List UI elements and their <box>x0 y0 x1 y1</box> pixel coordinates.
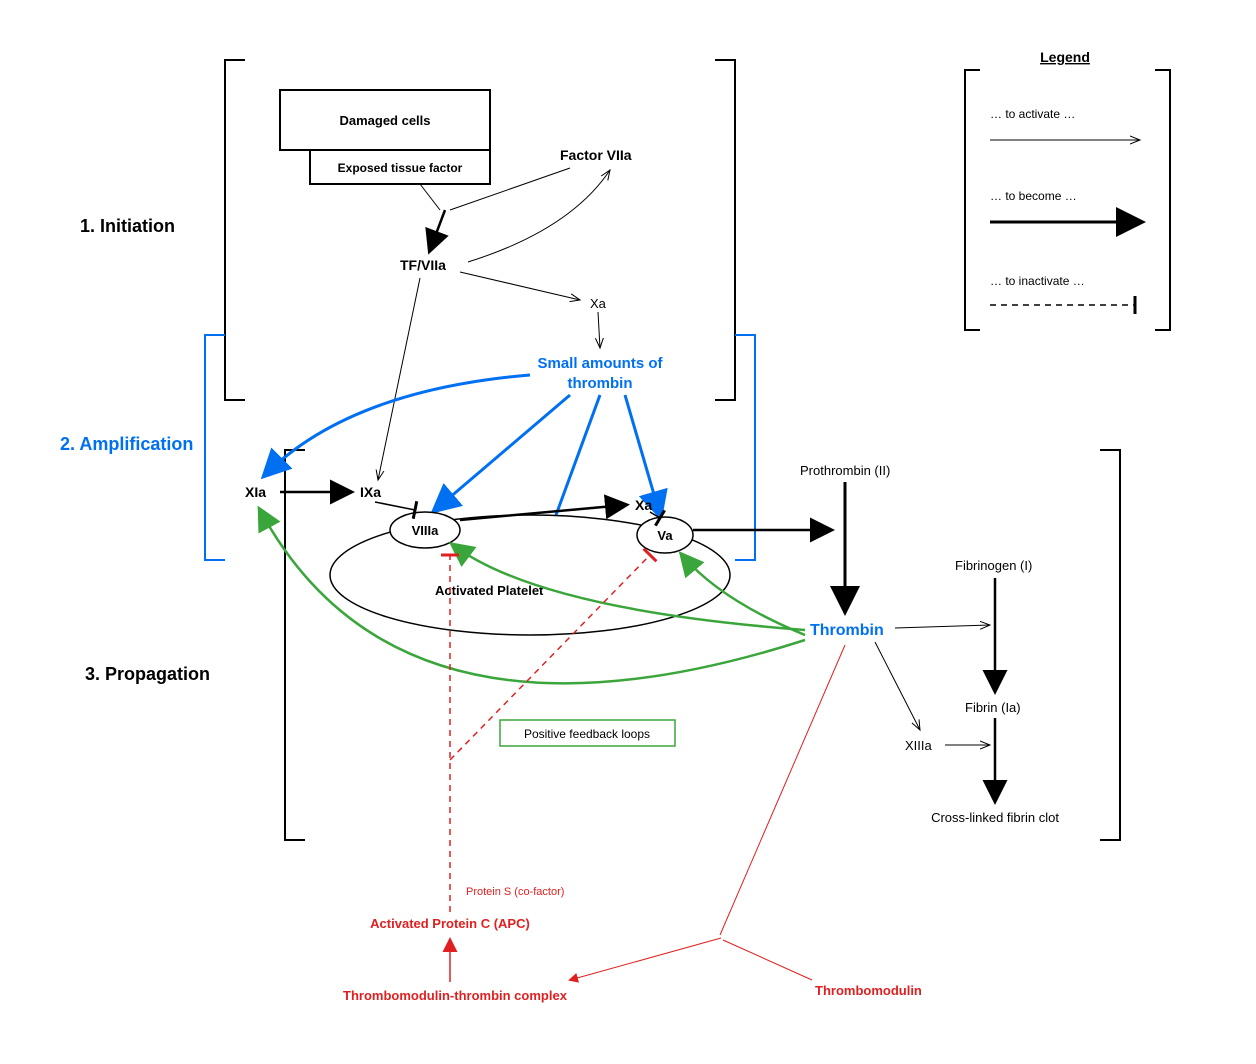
legend-title: Legend <box>1040 49 1090 65</box>
label-xiiia: XIIIa <box>905 738 933 753</box>
edge-thrombin-to-tm-junction <box>720 645 845 935</box>
label-damaged-cells: Damaged cells <box>339 113 430 128</box>
label-small-thrombin-2: thrombin <box>568 375 633 392</box>
bracket-amplification-left <box>205 335 225 560</box>
bracket-initiation-right <box>715 60 735 400</box>
label-xia: XIa <box>245 484 266 500</box>
label-positive-feedback: Positive feedback loops <box>524 727 650 741</box>
bracket-propagation-right <box>1100 450 1120 840</box>
edge-tm-to-junction <box>723 940 812 980</box>
label-xa-mid: Xa <box>635 497 652 513</box>
label-crosslinked: Cross-linked fibrin clot <box>931 810 1059 825</box>
bracket-amplification-right <box>735 335 755 560</box>
label-tm-thrombin: Thrombomodulin-thrombin complex <box>343 988 568 1003</box>
bracket-initiation-left <box>225 60 245 400</box>
legend-activate-label: … to activate … <box>990 107 1075 121</box>
edge-xa-to-smallthrombin <box>598 312 600 348</box>
label-viiia: VIIIa <box>412 523 440 538</box>
edge-tfviia-to-ixa <box>378 278 420 480</box>
label-va: Va <box>657 528 673 543</box>
legend-bracket-left <box>965 70 980 330</box>
label-xa-top: Xa <box>590 296 607 311</box>
legend-bracket-right <box>1155 70 1170 330</box>
edge-ixa-to-viiia <box>375 502 415 510</box>
edge-thrombin-to-xia <box>265 375 530 475</box>
label-activated-platelet: Activated Platelet <box>435 583 544 598</box>
label-fibrinogen: Fibrinogen (I) <box>955 558 1032 573</box>
label-apc: Activated Protein C (APC) <box>370 916 530 931</box>
edge-junction-to-complex <box>570 938 721 980</box>
edge-thrombin-to-xiiia <box>875 642 920 730</box>
label-thrombomodulin: Thrombomodulin <box>815 983 922 998</box>
edge-thrombin-to-fibrin <box>895 625 990 628</box>
stage-amplification-label: 2. Amplification <box>60 434 193 454</box>
stage-initiation-label: 1. Initiation <box>80 216 175 236</box>
edge-thrombin-to-viiia <box>435 395 570 510</box>
label-factor-viia: Factor VIIa <box>560 147 632 163</box>
legend-inactivate-label: … to inactivate … <box>990 274 1085 288</box>
label-ixa: IXa <box>360 484 381 500</box>
label-thrombin: Thrombin <box>810 622 884 639</box>
label-fibrin: Fibrin (Ia) <box>965 700 1021 715</box>
label-exposed-tf: Exposed tissue factor <box>338 161 463 175</box>
label-protein-s: Protein S (co-factor) <box>466 886 564 898</box>
legend-become-label: … to become … <box>990 189 1077 203</box>
coagulation-diagram: 1. Initiation 2. Amplification 3. Propag… <box>0 0 1256 1064</box>
edge-tf-to-join <box>420 184 440 210</box>
bracket-propagation-left <box>285 450 305 840</box>
label-tf-viia: TF/VIIa <box>400 257 446 273</box>
edge-join-to-tfviia <box>430 210 445 250</box>
label-prothrombin: Prothrombin (II) <box>800 463 890 478</box>
stage-propagation-label: 3. Propagation <box>85 664 210 684</box>
label-small-thrombin-1: Small amounts of <box>537 355 663 372</box>
edge-tfviia-to-xa <box>460 272 580 300</box>
